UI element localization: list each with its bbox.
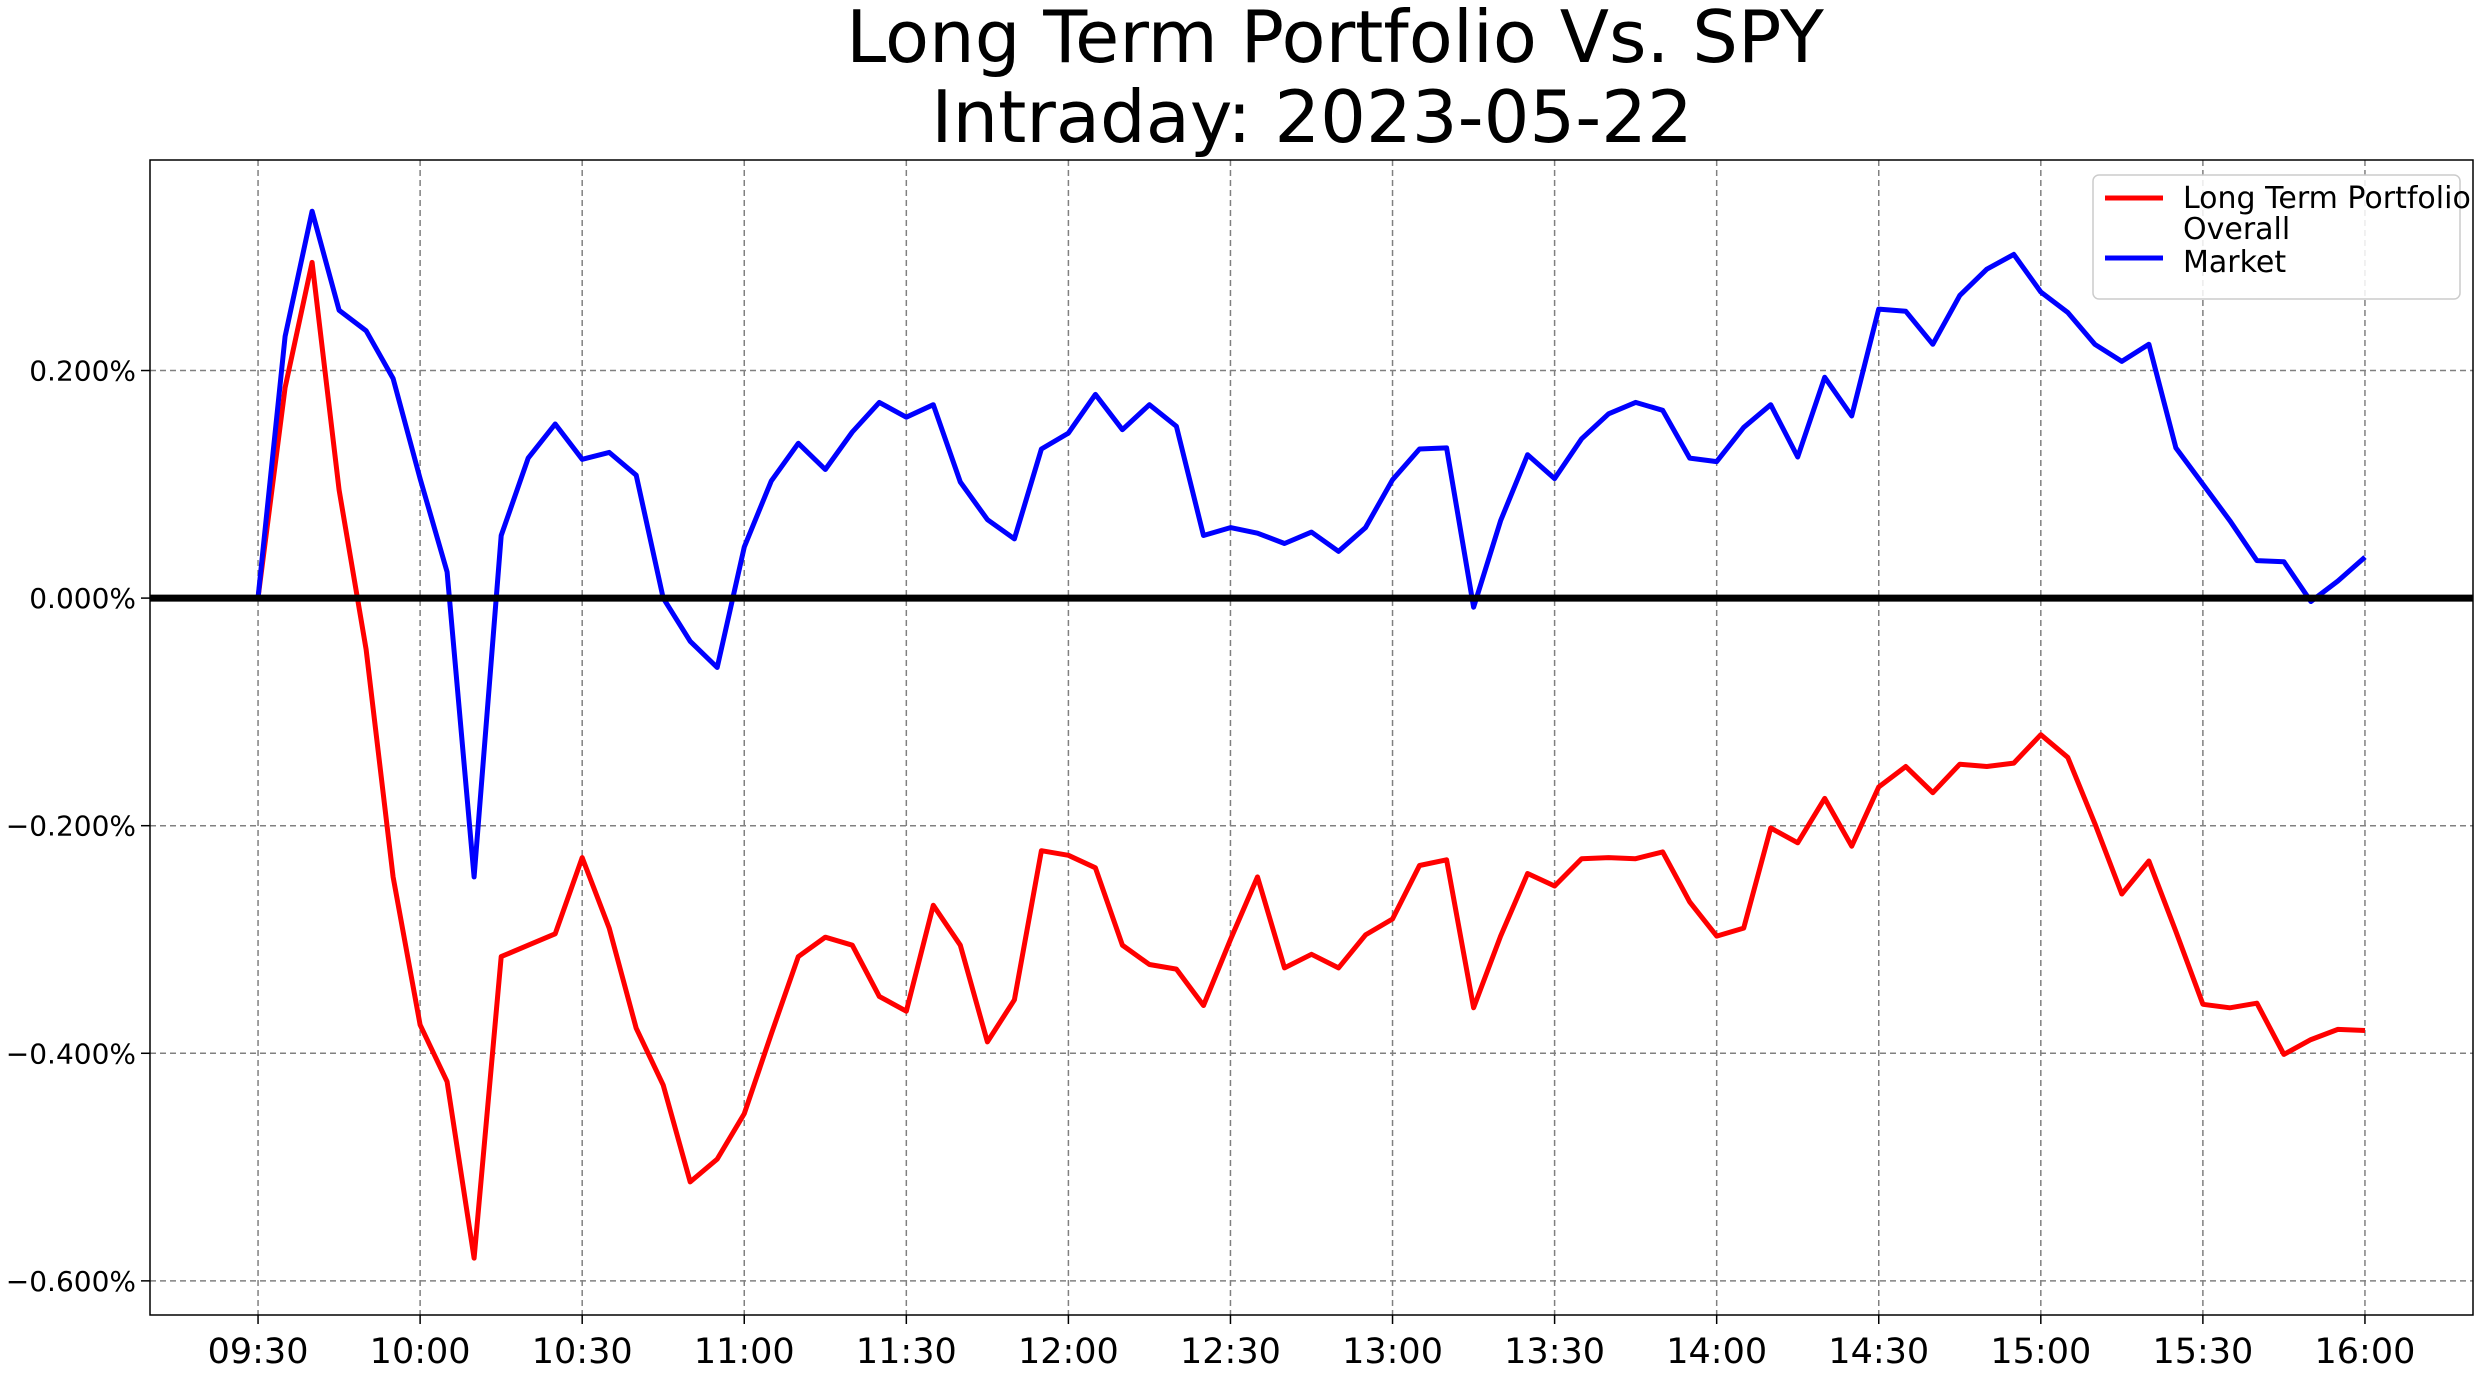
x-tick-label: 11:30: [856, 1332, 957, 1370]
x-tick-label: 11:00: [694, 1332, 795, 1370]
y-tick-label: −0.600%: [6, 1265, 136, 1298]
x-tick-label: 16:00: [2315, 1332, 2416, 1370]
chart-title: Long Term Portfolio Vs. SPY: [846, 0, 1825, 79]
x-tick-label: 13:30: [1504, 1332, 1605, 1370]
grid: [150, 160, 2473, 1315]
series-line-0: [255, 259, 2366, 1261]
x-tick-label: 15:30: [2152, 1332, 2253, 1370]
y-tick-label: −0.200%: [6, 810, 136, 843]
legend-box: [2092, 174, 2461, 300]
x-tick-label: 15:00: [1990, 1332, 2091, 1370]
x-tick-label: 14:30: [1828, 1332, 1929, 1370]
x-tick-label: 14:00: [1666, 1332, 1767, 1370]
plot-frame: [149, 159, 2474, 1316]
x-tick-label: 10:30: [532, 1332, 633, 1370]
x-tick-label: 13:00: [1342, 1332, 1443, 1370]
x-tick-label: 09:30: [208, 1332, 309, 1370]
chart-subtitle: Intraday: 2023-05-22: [931, 75, 1693, 159]
y-tick-label: −0.400%: [6, 1037, 136, 1070]
axes: [141, 159, 2474, 1324]
series-lines: [150, 208, 2473, 1261]
tick-labels: 09:30 10:00 10:30 11:00 11:30 12:00 12:30 13:00…: [6, 355, 2416, 1372]
y-tick-label: 0.200%: [29, 355, 136, 388]
x-tick-label: 10:00: [370, 1332, 471, 1370]
series-line-1: [255, 208, 2367, 880]
legend-label: Long Term Portfolio: [2183, 181, 2471, 216]
y-tick-label: 0.000%: [29, 582, 136, 615]
x-tick-label: 12:00: [1018, 1332, 1119, 1370]
x-tick-label: 12:30: [1180, 1332, 1281, 1370]
legend-label: Overall Market: [2183, 212, 2290, 280]
